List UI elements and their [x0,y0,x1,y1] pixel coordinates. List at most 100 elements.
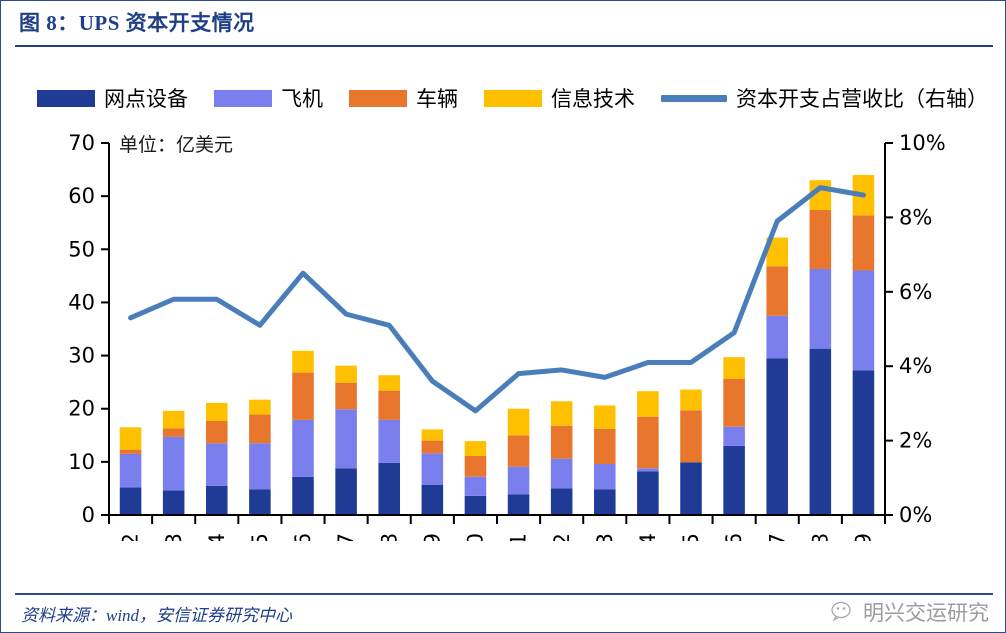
footer-divider [15,593,993,595]
legend-swatch-vehicles [349,89,407,107]
legend-item-information-technology[interactable]: 信息技术 [484,83,635,113]
legend-label-aircraft: 飞机 [281,87,323,111]
left-axis-tick-label: 70 [68,131,95,155]
bar-segment [464,495,487,515]
bar-segment [680,389,702,411]
bar-segment [809,348,832,515]
bar-segment [723,426,745,446]
x-axis-tick-label: 2007 [334,533,358,541]
legend-label-information-technology: 信息技术 [551,87,635,111]
bar-segment [335,409,357,469]
watermark-text: 明兴交运研究 [863,601,989,625]
x-axis-tick-label: 2010 [464,533,488,541]
x-axis-tick-label: 2016 [722,533,746,541]
x-axis-tick-label: 2011 [507,533,531,541]
line-series-path [128,185,866,414]
title-bar: 图 8：UPS 资本开支情况 [1,1,1006,47]
bar-segment [206,485,228,515]
left-axis: 0 10 20 30 40 50 60 70 [68,131,110,527]
bar-segment [507,435,530,467]
x-axis-tick-label: 2006 [291,533,315,541]
bar-segment [119,487,142,515]
bar-segment [119,453,142,488]
bar-segment [335,382,357,410]
legend-swatch-branch-equipment [37,89,95,107]
bar-segment [852,215,875,271]
x-axis-tick-label: 2012 [550,533,574,541]
bar-segment [162,410,185,429]
bar-segment [766,315,788,359]
left-axis-tick-label: 60 [68,184,95,208]
right-axis-tick-label: 10% [899,131,946,155]
x-axis-tick-label: 2004 [205,533,229,541]
bar-segment [464,456,487,477]
bar-segment [594,489,616,515]
x-axis-tick-label: 2008 [377,533,401,541]
bar-segment [292,372,314,420]
bar-segment [206,402,228,421]
bar-segment [249,414,271,444]
x-axis-tick-label: 2019 [852,533,876,541]
x-axis-tick-label: 2005 [248,533,272,541]
bar-segment [378,419,400,463]
left-axis-tick-label: 10 [68,450,95,474]
bar-segment [421,484,444,515]
bar-segment [550,488,573,515]
legend-swatch-aircraft [214,89,272,107]
x-axis-tick-label: 2002 [119,533,143,541]
bar-segment [335,468,357,515]
bar-segment [335,365,357,383]
bar-segment [378,390,400,420]
bar-segment [852,270,875,371]
bar-segment [507,494,530,515]
bar-segment [421,429,444,441]
bar-segment [292,419,314,477]
bar-segment [507,408,530,436]
unit-label: 单位：亿美元 [119,134,233,156]
legend-swatch-information-technology [484,89,542,107]
x-axis: 2002 2003 2004 2005 2006 2007 2008 2009 2010 2011… [108,514,886,541]
legend-label-branch-equipment: 网点设备 [104,87,188,111]
bar-segment [723,445,745,515]
x-axis-tick-label: 2003 [162,533,186,541]
bar-segment [119,449,142,454]
bar-segment [809,268,832,349]
stacked-bars [119,174,875,515]
wechat-icon [831,601,851,622]
bar-segment [249,399,271,415]
bar-segment [464,441,487,457]
bar-segment [507,466,530,495]
page-title: 图 8：UPS 资本开支情况 [19,11,255,35]
title-divider [15,45,993,47]
right-axis-tick-label: 8% [899,205,932,229]
bar-segment [550,458,573,489]
legend-item-aircraft[interactable]: 飞机 [214,83,323,113]
legend-item-branch-equipment[interactable]: 网点设备 [37,83,188,113]
left-axis-tick-label: 50 [68,237,95,261]
bar-segment [637,391,659,417]
legend-item-capex-ratio[interactable]: 资本开支占营收比（右轴） [661,83,988,113]
bar-segment [292,350,314,373]
bar-segment [680,462,702,515]
right-axis: 0% 2% 4% 6% 8% 10% [884,131,946,527]
right-axis-tick-label: 4% [899,354,932,378]
left-axis-tick-label: 20 [68,397,95,421]
bar-segment [421,453,444,485]
legend-label-vehicles: 车辆 [416,87,458,111]
bar-segment [637,416,659,469]
legend-label-capex-ratio: 资本开支占营收比（右轴） [736,87,988,111]
legend-item-vehicles[interactable]: 车辆 [349,83,458,113]
x-axis-tick-label: 2018 [808,533,832,541]
bar-segment [594,405,616,429]
bar-segment [162,428,185,437]
bar-segment [249,443,271,490]
bar-segment [809,209,832,269]
bar-segment [378,462,400,515]
right-axis-tick-label: 0% [899,503,932,527]
left-axis-tick-label: 0 [82,503,95,527]
chart-legend: 网点设备 飞机 车辆 信息技术 资本开支占营收比（右轴） [37,83,988,113]
bar-segment [723,378,745,427]
